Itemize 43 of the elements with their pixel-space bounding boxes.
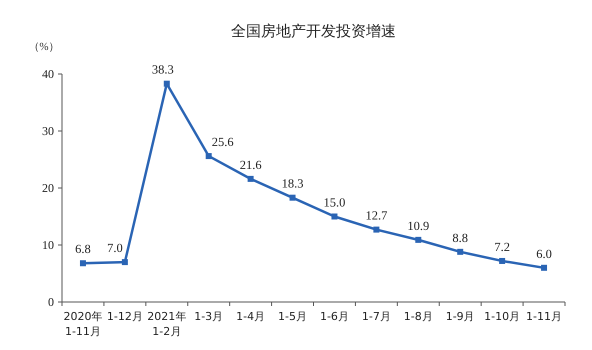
- data-label: 7.2: [494, 240, 510, 254]
- point: [80, 260, 86, 266]
- x-tick-label: 1-10月: [484, 310, 520, 323]
- x-tick-label: 2021年 1-2月: [147, 310, 186, 338]
- point: [331, 214, 338, 220]
- point: [499, 258, 506, 264]
- x-tick-label: 1-7月: [362, 310, 391, 323]
- data-label: 15.0: [324, 196, 346, 210]
- point: [457, 248, 464, 255]
- x-tick-label: 1-6月: [320, 310, 349, 323]
- data-label: 38.3: [152, 62, 174, 77]
- x-tick-label: 1-9月: [446, 310, 475, 323]
- point: [164, 80, 170, 87]
- data-label: 10.9: [407, 218, 430, 233]
- point: [541, 264, 548, 271]
- y-tick-label: 30: [42, 124, 54, 138]
- y-tick-label: 20: [42, 181, 54, 195]
- data-label: 7.0: [107, 241, 123, 256]
- x-tick-label: 1-11月: [526, 310, 562, 323]
- data-label: 6.8: [75, 242, 91, 256]
- chart-title: 全国房地产开发投资增速: [231, 22, 396, 40]
- x-tick-label: 1-8月: [404, 310, 433, 323]
- y-axis-title: （%）: [28, 41, 60, 53]
- point: [248, 176, 254, 182]
- data-label: 6.0: [536, 246, 552, 261]
- x-tick-label: 1-12月: [106, 310, 143, 323]
- y-tick-label: 0: [48, 295, 54, 309]
- x-tick-label: 2020年 1-11月: [63, 310, 102, 338]
- point: [373, 226, 380, 233]
- point: [206, 153, 212, 160]
- point: [415, 236, 422, 243]
- y-tick-label: 10: [42, 238, 54, 252]
- data-label: 12.7: [365, 208, 388, 223]
- data-label: 21.6: [240, 158, 262, 172]
- data-label: 25.6: [212, 135, 234, 150]
- y-tick-label: 40: [42, 67, 54, 81]
- x-tick-label: 1-3月: [194, 310, 224, 323]
- data-label: 8.8: [452, 230, 468, 245]
- x-tick-label: 1-5月: [278, 310, 308, 323]
- point: [290, 194, 296, 201]
- data-label: 18.3: [282, 176, 304, 191]
- point: [122, 259, 128, 266]
- x-tick-label: 1-4月: [236, 310, 266, 323]
